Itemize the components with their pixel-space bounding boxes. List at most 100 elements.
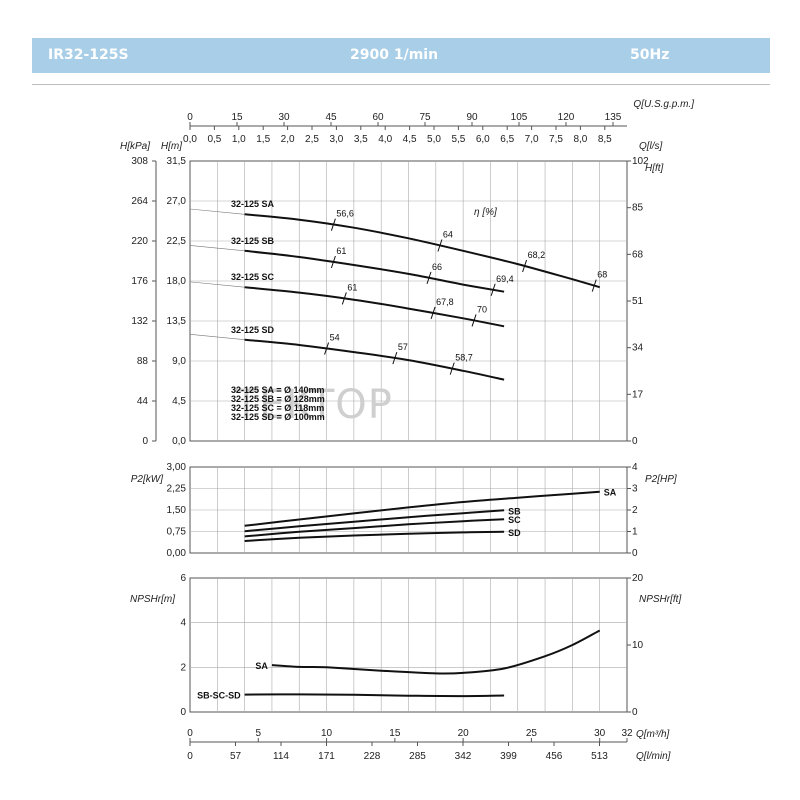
power-kw-tick-label: 2,25 xyxy=(167,484,187,495)
power-curve-label: SA xyxy=(604,488,617,498)
ft-tick-label: 68 xyxy=(632,249,644,260)
impeller-diameter-label: 32-125 SB = Ø 128mm xyxy=(231,394,325,404)
usgpm-tick-label: 30 xyxy=(278,112,290,123)
usgpm-tick-label: 120 xyxy=(558,112,575,123)
power-hp-tick-label: 2 xyxy=(632,505,638,516)
lmin-tick-label: 399 xyxy=(500,751,517,762)
power-hp-tick-label: 4 xyxy=(632,462,638,473)
ft-tick-label: 0 xyxy=(632,436,638,447)
impeller-diameter-label: 32-125 SD = Ø 100mm xyxy=(231,412,325,422)
head-curve-extension xyxy=(189,245,245,252)
efficiency-mark-label: 64 xyxy=(443,229,453,239)
head-m-axis-label: H[m] xyxy=(161,141,182,152)
head-curve-sb xyxy=(244,249,505,293)
kpa-tick-label: 264 xyxy=(131,196,148,207)
ls-tick-label: 2,0 xyxy=(281,134,295,145)
head-curve-extension xyxy=(189,334,245,340)
head-curve-sd xyxy=(244,338,505,381)
head-m-tick-label: 4,5 xyxy=(172,396,186,407)
efficiency-mark-label: 66 xyxy=(432,262,442,272)
frequency-label: 50Hz xyxy=(630,47,670,63)
m3h-tick-label: 32 xyxy=(621,728,633,739)
lmin-tick-label: 114 xyxy=(273,751,289,762)
npsh-curve-sb-sc-sd xyxy=(244,693,505,698)
efficiency-mark xyxy=(426,271,432,285)
efficiency-mark xyxy=(330,218,336,231)
head-m-tick-label: 18,0 xyxy=(167,276,187,287)
head-m-tick-label: 22,5 xyxy=(167,236,187,247)
npsh-ft-tick-label: 20 xyxy=(632,573,644,584)
head-curve-sa xyxy=(244,213,600,289)
ls-tick-label: 8,0 xyxy=(573,134,587,145)
npsh-ft-tick-label: 10 xyxy=(632,640,644,651)
ls-tick-label: 0,5 xyxy=(207,134,221,145)
efficiency-mark xyxy=(430,306,436,320)
impeller-diameter-label: 32-125 SC = Ø 118mm xyxy=(231,403,324,413)
ls-tick-label: 6,0 xyxy=(476,134,490,145)
head-m-tick-label: 9,0 xyxy=(172,356,186,367)
power-kw-tick-label: 0,75 xyxy=(167,527,187,538)
efficiency-mark xyxy=(522,259,528,273)
efficiency-mark xyxy=(490,283,496,296)
header-bar: IR32-125S 2900 1/min 50Hz xyxy=(32,38,770,73)
power-kw-tick-label: 1,50 xyxy=(167,505,187,516)
kpa-tick-label: 44 xyxy=(137,396,149,407)
impeller-diameter-label: 32-125 SA = Ø 140mm xyxy=(231,385,324,395)
m3h-tick-label: 30 xyxy=(594,728,606,739)
model-title: IR32-125S xyxy=(48,47,129,63)
lmin-axis-label: Q[l/min] xyxy=(636,751,671,762)
ls-tick-label: 7,5 xyxy=(549,134,563,145)
head-curve-extension xyxy=(189,281,245,288)
npsh-curve-label: SA xyxy=(255,661,268,671)
ls-tick-label: 4,0 xyxy=(378,134,392,145)
m3h-tick-label: 10 xyxy=(321,728,333,739)
usgpm-tick-label: 45 xyxy=(325,112,337,123)
usgpm-tick-label: 90 xyxy=(466,112,478,123)
ls-tick-label: 3,5 xyxy=(354,134,368,145)
efficiency-mark xyxy=(392,351,398,365)
m3h-tick-label: 5 xyxy=(256,728,262,739)
npsh-curve-sa xyxy=(271,629,601,675)
power-curve-label: SC xyxy=(508,515,521,525)
kpa-tick-label: 220 xyxy=(131,236,148,247)
power-kw-tick-label: 3,00 xyxy=(167,462,187,473)
usgpm-tick-label: 135 xyxy=(605,112,622,123)
kpa-tick-label: 176 xyxy=(131,276,148,287)
efficiency-mark xyxy=(324,342,330,355)
efficiency-mark xyxy=(591,279,597,292)
npsh-m-tick-label: 2 xyxy=(180,662,186,673)
head-m-tick-label: 31,5 xyxy=(167,156,187,167)
m3h-tick-label: 20 xyxy=(458,728,470,739)
ft-tick-label: 17 xyxy=(632,389,644,400)
ft-tick-label: 85 xyxy=(632,203,644,214)
ft-tick-label: 51 xyxy=(632,296,644,307)
efficiency-mark xyxy=(341,292,347,305)
head-m-tick-label: 27,0 xyxy=(167,196,187,207)
lmin-tick-label: 171 xyxy=(318,751,335,762)
m3h-tick-label: 0 xyxy=(187,728,193,739)
power-kw-axis-label: P2[kW] xyxy=(131,474,163,485)
head-curve-label: 32-125 SD xyxy=(231,325,275,335)
npsh-curve-label: SB-SC-SD xyxy=(197,691,241,701)
power-curve-sd xyxy=(244,530,505,542)
efficiency-mark-label: 61 xyxy=(347,282,357,292)
ls-tick-label: 1,5 xyxy=(256,134,270,145)
ls-tick-label: 3,0 xyxy=(329,134,343,145)
m3h-tick-label: 15 xyxy=(389,728,401,739)
power-hp-axis-label: P2[HP] xyxy=(645,474,677,485)
efficiency-mark xyxy=(330,255,336,269)
lmin-tick-label: 285 xyxy=(409,751,426,762)
efficiency-mark-label: 70 xyxy=(477,304,487,314)
ls-tick-label: 5,5 xyxy=(451,134,465,145)
efficiency-mark-label: 69,4 xyxy=(496,274,514,284)
efficiency-mark-label: 54 xyxy=(330,333,340,343)
ls-tick-label: 6,5 xyxy=(500,134,514,145)
ls-tick-label: 2,5 xyxy=(305,134,319,145)
efficiency-mark-label: 61 xyxy=(336,246,346,256)
head-curve-label: 32-125 SB xyxy=(231,236,275,246)
npsh-m-tick-label: 6 xyxy=(180,573,186,584)
usgpm-tick-label: 60 xyxy=(372,112,384,123)
usgpm-axis-label: Q[U.S.g.p.m.] xyxy=(633,99,694,110)
efficiency-mark-label: 58,7 xyxy=(455,353,473,363)
efficiency-mark xyxy=(437,239,443,252)
